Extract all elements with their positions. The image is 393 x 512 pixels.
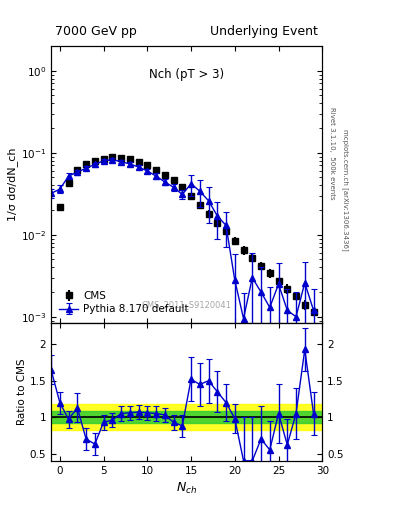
- Y-axis label: 1/σ dσ/dN_ch: 1/σ dσ/dN_ch: [7, 147, 18, 221]
- Text: Underlying Event: Underlying Event: [211, 26, 318, 38]
- Legend: CMS, Pythia 8.170 default: CMS, Pythia 8.170 default: [56, 288, 192, 317]
- Text: Nch (pT > 3): Nch (pT > 3): [149, 68, 224, 81]
- Text: Rivet 3.1.10,  500k events: Rivet 3.1.10, 500k events: [329, 108, 335, 200]
- Y-axis label: Ratio to CMS: Ratio to CMS: [17, 358, 27, 425]
- Text: CMS_2011_S9120041: CMS_2011_S9120041: [142, 300, 231, 309]
- X-axis label: $N_{ch}$: $N_{ch}$: [176, 481, 197, 496]
- Text: mcplots.cern.ch [arXiv:1306.3436]: mcplots.cern.ch [arXiv:1306.3436]: [342, 129, 349, 250]
- Text: 7000 GeV pp: 7000 GeV pp: [55, 26, 137, 38]
